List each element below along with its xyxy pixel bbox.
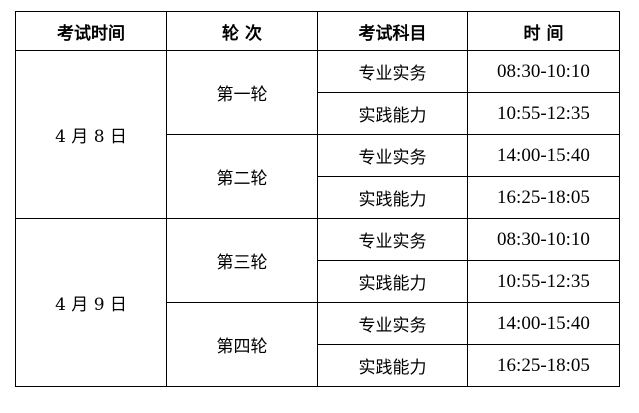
table-row: 第四轮 专业实务 14:00-15:40 <box>16 302 620 387</box>
header-row: 考试时间 轮 次 考试科目 时 间 <box>15 11 620 51</box>
subject: 实践能力 <box>317 176 468 219</box>
header-round: 轮 次 <box>166 11 318 51</box>
exam-date: 4 月 8 日 <box>15 50 167 219</box>
table-row: 实践能力 16:25-18:05 <box>16 176 620 219</box>
subject: 专业实务 <box>317 134 468 177</box>
round: 第一轮 <box>166 50 318 135</box>
header-exam-date: 考试时间 <box>15 11 167 51</box>
header-time: 时 间 <box>467 11 620 51</box>
session-time: 16:25-18:05 <box>467 176 620 219</box>
session-time: 10:55-12:35 <box>467 260 620 303</box>
table-row: 4 月 8 日第一轮 专业实务 08:30-10:10 <box>15 50 620 219</box>
session-time: 16:25-18:05 <box>467 344 620 387</box>
session-time: 08:30-10:10 <box>467 50 620 93</box>
subject: 专业实务 <box>317 218 468 261</box>
table-row: 实践能力 10:55-12:35 <box>16 92 620 135</box>
subject: 实践能力 <box>317 344 468 387</box>
round: 第二轮 <box>166 134 318 219</box>
session-time: 14:00-15:40 <box>467 302 620 345</box>
table-row: 4 月 9 日第三轮 专业实务 08:30-10:10 <box>15 218 620 387</box>
session-time: 10:55-12:35 <box>467 92 620 135</box>
round: 第三轮 <box>166 218 318 303</box>
exam-date: 4 月 9 日 <box>15 218 167 387</box>
header-subject: 考试科目 <box>317 11 468 51</box>
table-row: 实践能力 16:25-18:05 <box>16 344 620 387</box>
subject: 实践能力 <box>317 260 468 303</box>
session-time: 08:30-10:10 <box>467 218 620 261</box>
session-time: 14:00-15:40 <box>467 134 620 177</box>
round: 第四轮 <box>166 302 318 387</box>
subject: 专业实务 <box>317 50 468 93</box>
exam-schedule-table: 考试时间 轮 次 考试科目 时 间 4 月 8 日第一轮 专业实务 08:30-10… <box>15 11 620 387</box>
table-row: 实践能力 10:55-12:35 <box>16 260 620 303</box>
subject: 实践能力 <box>317 92 468 135</box>
subject: 专业实务 <box>317 302 468 345</box>
